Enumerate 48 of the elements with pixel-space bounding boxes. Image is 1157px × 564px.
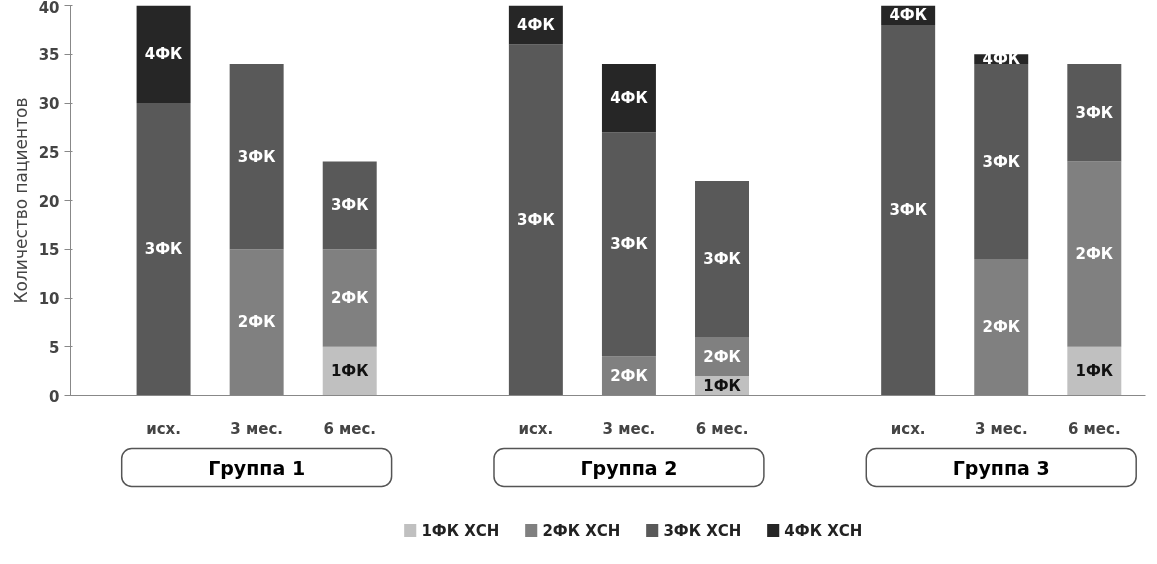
legend-label: 2ФК ХСН (542, 521, 621, 540)
annotation: 1ФК (330, 362, 370, 381)
x-tick-label: 3 мес. (974, 419, 1028, 438)
y-tick-label: 20 (38, 192, 60, 211)
x-tick-label: 6 мес. (1067, 419, 1121, 438)
annotation: 3ФК (237, 147, 277, 166)
x-tick-label: исх. (890, 419, 926, 438)
y-tick-label: 30 (38, 95, 60, 113)
y-tick-label: 5 (49, 338, 60, 357)
y-tick-label: 0 (49, 387, 60, 406)
annotation: 3ФК (144, 240, 184, 259)
annotation: 3ФК (1075, 103, 1114, 122)
y-axis-title: Количество пациентов (10, 97, 31, 304)
annotation: 2ФК (703, 347, 742, 366)
x-tick-label: 3 мес. (230, 419, 283, 438)
x-tick-label: 6 мес. (323, 419, 377, 438)
annotation: 3ФК (610, 235, 649, 254)
annotation: 1ФК (703, 376, 742, 395)
x-tick-label: исх. (146, 419, 181, 438)
annotation: 3ФК (703, 250, 742, 268)
legend-label: 3ФК ХСН (663, 521, 742, 540)
annotation: 2ФК (610, 367, 649, 385)
annotation: 3ФК (982, 152, 1021, 171)
annotation: 2ФК (330, 289, 370, 307)
annotation: 4ФК (144, 45, 184, 64)
y-tick-label: 15 (38, 241, 60, 260)
x-tick-label: 6 мес. (695, 419, 749, 438)
y-tick-label: 25 (38, 143, 60, 162)
annotation: 3ФК (330, 196, 370, 215)
x-tick-label: 3 мес. (602, 419, 656, 438)
annotation: 2ФК (982, 318, 1021, 337)
text: Группа 3 (952, 456, 1050, 479)
y-tick-label: 10 (38, 290, 60, 308)
annotation: 2ФК (237, 313, 277, 332)
y-tick-label: 35 (38, 46, 60, 65)
annotation: 2ФК (1075, 245, 1114, 264)
y-tick-label: 40 (38, 0, 60, 17)
legend-label: 4ФК ХСН (784, 521, 863, 540)
annotation: 3ФК (889, 201, 928, 220)
legend-label: 1ФК ХСН (421, 521, 500, 540)
annotation: 1ФК (1075, 362, 1114, 381)
annotation: 3ФК (517, 211, 556, 229)
annotation: 4ФК (889, 6, 928, 25)
annotation: 4ФК (610, 89, 649, 108)
text: Группа 1 (208, 456, 306, 479)
x-tick-label: исх. (518, 419, 554, 438)
annotation: 4ФК (517, 16, 556, 34)
text: Группа 2 (580, 456, 678, 479)
